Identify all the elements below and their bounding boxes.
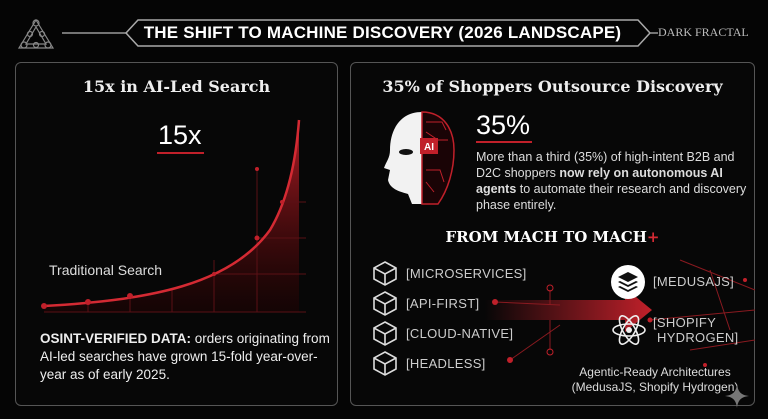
ai-face-icon: AI: [384, 111, 455, 205]
right-panel-title: 35% of Shoppers Outsource Discovery: [382, 77, 723, 96]
mach-item: [HEADLESS]: [372, 348, 527, 378]
layers-icon: [611, 265, 645, 299]
left-panel-title: 15x in AI-Led Search: [82, 77, 271, 96]
desc-text: to automate their research and discovery…: [476, 182, 747, 212]
brand-name: DARK FRACTAL: [658, 25, 749, 39]
page-title: THE SHIFT TO MACHINE DISCOVERY (2026 LAN…: [143, 23, 622, 42]
curve-area: [44, 120, 299, 312]
sparkle-icon: [725, 384, 749, 408]
architectures-caption: Agentic-Ready Architectures (MedusaJS, Sh…: [560, 365, 750, 395]
ai-search-curve: [43, 119, 301, 308]
stat-underline: [476, 141, 532, 143]
desc-text: More than a third (35%) of high-intent B…: [476, 150, 735, 180]
title-banner-frame: [62, 19, 658, 47]
cube-icon: [373, 321, 397, 346]
growth-curve-chart: [41, 119, 306, 313]
mach-item: [MICROSERVICES]: [372, 258, 527, 288]
label-line: HYDROGEN]: [657, 330, 739, 345]
grid-lines: [44, 169, 306, 313]
atom-icon: [612, 315, 646, 345]
mach-transition-graphic: [485, 259, 755, 367]
caption-line: (MedusaJS, Shopify Hydrogen): [571, 380, 739, 394]
left-footnote: OSINT-VERIFIED DATA: orders originating …: [40, 330, 332, 384]
curve-label: Traditional Search: [49, 262, 163, 278]
mach-item: [API-FIRST]: [372, 288, 527, 318]
fractal-triangle-icon: [17, 18, 55, 49]
cube-icon: [373, 261, 397, 286]
mach-item-label: [CLOUD-NATIVE]: [406, 325, 514, 341]
mach-item-label: [API-FIRST]: [406, 295, 480, 311]
cube-icon: [373, 291, 397, 316]
caption-line: Agentic-Ready Architectures: [579, 365, 731, 379]
growth-stat: 15x: [158, 120, 202, 150]
arrow-icon: [485, 288, 652, 332]
shoppers-stat: 35%: [476, 110, 531, 140]
mach-item-label: [HEADLESS]: [406, 355, 486, 371]
stat-underline: [157, 152, 204, 154]
section-title-text: FROM MACH TO MACH: [445, 228, 647, 246]
mach-list: [MICROSERVICES] [API-FIRST] [CLOUD-NATIV…: [372, 258, 527, 378]
desc-bold: now rely on autonomous AI agents: [476, 166, 723, 196]
ai-badge: AI: [424, 142, 434, 153]
shopify-hydrogen-label: [SHOPIFY HYDROGEN]: [653, 315, 738, 345]
medusajs-label: [MEDUSAJS]: [653, 274, 735, 289]
plus-mark: +: [646, 228, 660, 246]
shoppers-description: More than a third (35%) of high-intent B…: [476, 149, 748, 213]
mach-section-title: FROM MACH TO MACH+: [350, 228, 755, 246]
footnote-text: orders originating from AI-led searches …: [40, 331, 330, 382]
mach-item-label: [MICROSERVICES]: [406, 265, 527, 281]
label-line: [SHOPIFY: [653, 315, 717, 330]
cube-icon: [373, 351, 397, 376]
curve-points: [41, 167, 284, 309]
footnote-bold: OSINT-VERIFIED DATA:: [40, 331, 191, 346]
mach-item: [CLOUD-NATIVE]: [372, 318, 527, 348]
